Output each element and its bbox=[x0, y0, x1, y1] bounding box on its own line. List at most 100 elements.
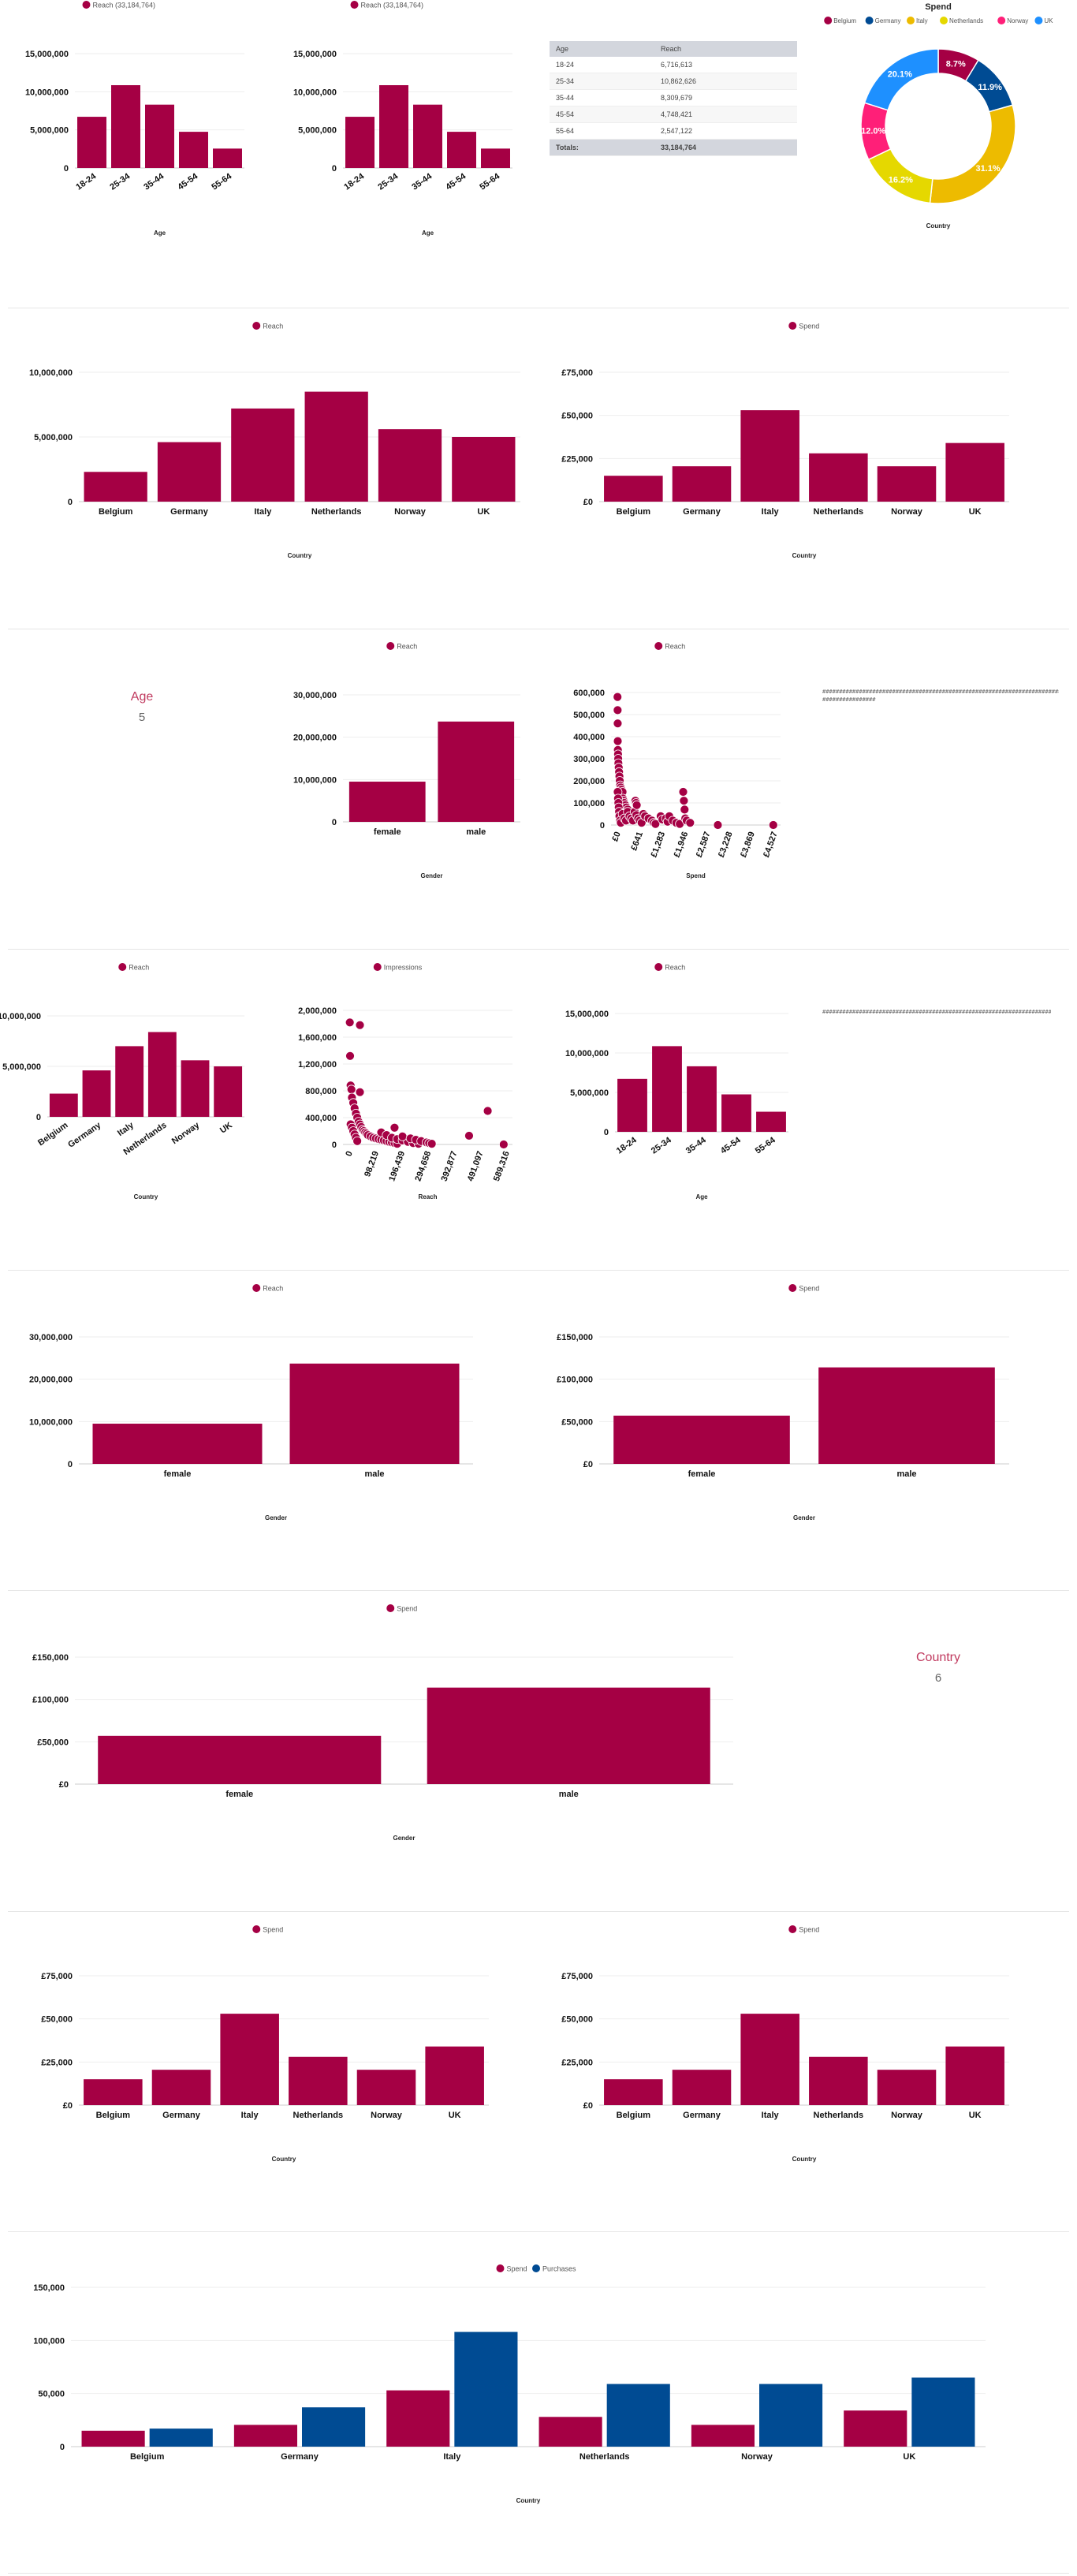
legend-swatch bbox=[824, 17, 833, 24]
section-divider bbox=[8, 1911, 1069, 1912]
x-tick-label: male bbox=[559, 1790, 579, 1799]
kpi-country: Country 6 bbox=[883, 1651, 993, 1685]
scatter-point bbox=[397, 1131, 408, 1141]
bar bbox=[289, 2056, 348, 2105]
legend-label: Netherlands bbox=[949, 17, 983, 24]
y-tick-label: £75,000 bbox=[561, 1972, 593, 1981]
bar bbox=[844, 2410, 907, 2447]
table-cell: Totals: bbox=[550, 139, 654, 156]
x-tick-label: female bbox=[164, 1469, 192, 1479]
x-tick-label: UK bbox=[449, 2111, 461, 2120]
x-tick-label: 294,658 bbox=[413, 1150, 433, 1182]
x-axis-label: Gender bbox=[420, 872, 442, 879]
y-tick-label: £0 bbox=[63, 2101, 73, 2111]
bar bbox=[115, 1046, 144, 1117]
x-tick-label: Germany bbox=[170, 507, 209, 517]
scatter-point bbox=[613, 692, 623, 702]
bar bbox=[672, 466, 732, 502]
section-divider bbox=[8, 1270, 1069, 1271]
table-cell: 45-54 bbox=[550, 106, 654, 123]
legend-label: Reach bbox=[397, 643, 417, 651]
x-tick-label: UK bbox=[969, 507, 982, 517]
legend-swatch bbox=[350, 1, 359, 9]
bar bbox=[759, 2384, 823, 2447]
kpi-value: 5 bbox=[138, 711, 146, 724]
table-cell: 4,748,421 bbox=[654, 106, 797, 123]
x-tick-label: Netherlands bbox=[814, 2111, 864, 2120]
donut-slice bbox=[929, 104, 1016, 204]
scatter-point bbox=[427, 1139, 437, 1149]
bar bbox=[82, 1070, 111, 1117]
age-reach-bar-chart-2: Reach (33,184,764) 0 5,000,000 10,000,000 15… bbox=[293, 1, 512, 237]
x-tick-label: 35-44 bbox=[684, 1135, 709, 1155]
bar bbox=[213, 148, 242, 168]
y-tick-label: £100,000 bbox=[557, 1376, 593, 1385]
y-tick-label: 1,600,000 bbox=[298, 1033, 337, 1043]
y-tick-label: 150,000 bbox=[33, 2283, 65, 2293]
bar bbox=[289, 1363, 460, 1464]
legend-swatch bbox=[252, 322, 261, 330]
spend-by-country-donut-chart: Spend Belgium Germany Italy Netherlands Norwa… bbox=[824, 2, 1053, 230]
bar bbox=[77, 117, 106, 168]
x-axis-label: Spend bbox=[686, 872, 706, 879]
y-tick-label: £0 bbox=[583, 498, 593, 507]
scatter-point bbox=[650, 819, 661, 829]
bar bbox=[809, 453, 868, 502]
x-tick-label: 18-24 bbox=[615, 1135, 639, 1155]
bar bbox=[81, 2430, 145, 2447]
age-reach-bar-chart: Reach (33,184,764) 0 5,000,000 10,000,000 15… bbox=[25, 1, 244, 237]
legend-swatch bbox=[496, 2264, 505, 2272]
x-tick-label: 491,097 bbox=[466, 1150, 486, 1182]
bar bbox=[425, 2046, 484, 2105]
bar bbox=[214, 1066, 243, 1117]
bar bbox=[427, 1687, 710, 1784]
x-tick-label: 18-24 bbox=[74, 171, 99, 192]
scatter-point bbox=[352, 1136, 363, 1146]
legend-label: UK bbox=[1044, 17, 1053, 24]
x-tick-label: Norway bbox=[394, 507, 427, 517]
y-tick-label: 300,000 bbox=[573, 755, 605, 764]
y-tick-label: 15,000,000 bbox=[565, 1010, 609, 1019]
x-tick-label: 55-64 bbox=[754, 1135, 778, 1155]
kpi-value: 6 bbox=[934, 1671, 942, 1685]
bar bbox=[233, 2425, 297, 2447]
y-tick-label: £50,000 bbox=[37, 1738, 69, 1747]
kpi-title: Age bbox=[130, 690, 154, 704]
x-tick-label: £4,527 bbox=[762, 831, 780, 859]
legend-label: Reach bbox=[665, 643, 685, 651]
x-tick-label: Italy bbox=[762, 507, 780, 517]
x-axis-label: Age bbox=[422, 230, 434, 237]
x-tick-label: Germany bbox=[162, 2111, 201, 2120]
y-tick-label: 0 bbox=[604, 1128, 609, 1137]
legend-swatch bbox=[788, 322, 797, 330]
x-tick-label: Netherlands bbox=[293, 2111, 344, 2120]
x-axis-label: Country bbox=[134, 1193, 158, 1200]
placeholder-text: ################ bbox=[822, 696, 876, 703]
table-row: 25-34 10,862,626 bbox=[550, 73, 797, 90]
x-tick-label: £1,946 bbox=[673, 831, 691, 859]
y-tick-label: 10,000,000 bbox=[25, 88, 69, 97]
age-reach-bar-chart-3: Reach 0 5,000,000 10,000,000 15,000,000 18-24… bbox=[565, 963, 788, 1200]
x-axis-label: Country bbox=[792, 552, 817, 559]
x-tick-label: 25-34 bbox=[376, 171, 401, 192]
scatter-point bbox=[346, 1085, 356, 1095]
slice-label: 11.9% bbox=[978, 83, 1002, 92]
y-tick-label: 5,000,000 bbox=[34, 433, 73, 442]
legend-swatch bbox=[252, 1925, 261, 1933]
y-tick-label: £50,000 bbox=[41, 2015, 73, 2025]
bar bbox=[220, 2014, 279, 2105]
scatter-point bbox=[345, 1017, 355, 1028]
bar bbox=[147, 1032, 177, 1117]
y-tick-label: 5,000,000 bbox=[30, 126, 69, 136]
legend-label: Reach bbox=[665, 964, 685, 972]
bar bbox=[149, 2429, 213, 2447]
scatter-point bbox=[613, 736, 623, 746]
x-tick-label: female bbox=[225, 1790, 253, 1799]
table-cell: 6,716,613 bbox=[654, 57, 797, 73]
y-tick-label: 0 bbox=[68, 1460, 73, 1469]
y-tick-label: 200,000 bbox=[573, 777, 605, 786]
legend-swatch bbox=[788, 1284, 797, 1292]
y-tick-label: 100,000 bbox=[33, 2336, 65, 2346]
x-tick-label: Belgium bbox=[36, 1121, 70, 1148]
y-tick-label: 20,000,000 bbox=[293, 734, 337, 743]
